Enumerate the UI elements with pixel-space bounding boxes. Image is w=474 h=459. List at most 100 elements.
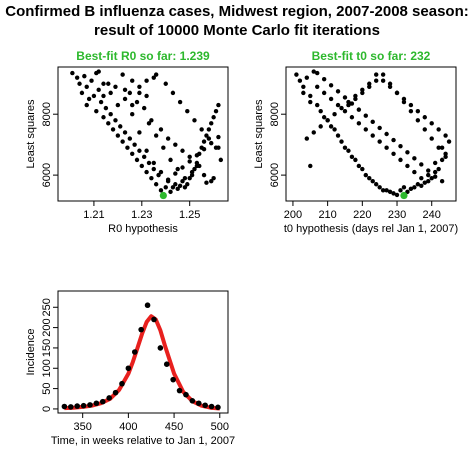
data-point bbox=[206, 136, 212, 141]
best-fit-point bbox=[159, 191, 167, 200]
data-point bbox=[405, 163, 410, 169]
data-point bbox=[153, 133, 159, 138]
data-point bbox=[318, 108, 323, 114]
x-axis-label: Time, in weeks relative to Jan 1, 2007 bbox=[51, 435, 235, 447]
data-point bbox=[96, 87, 101, 93]
data-point bbox=[185, 182, 190, 187]
data-point bbox=[192, 118, 197, 123]
data-point bbox=[419, 175, 424, 181]
data-point bbox=[412, 185, 417, 190]
data-point bbox=[122, 87, 128, 93]
data-point bbox=[415, 108, 421, 114]
y-tick-label: 100 bbox=[41, 359, 53, 377]
data-point bbox=[356, 107, 362, 112]
data-point bbox=[439, 145, 445, 150]
data-point bbox=[391, 191, 396, 196]
data-point bbox=[139, 163, 145, 169]
data-point bbox=[202, 402, 208, 409]
x-tick-label: 220 bbox=[353, 209, 371, 221]
data-point bbox=[89, 78, 94, 83]
data-point bbox=[304, 75, 310, 80]
data-point bbox=[156, 172, 161, 178]
data-point bbox=[308, 99, 313, 105]
data-point bbox=[151, 75, 156, 80]
data-point bbox=[394, 90, 400, 96]
data-point bbox=[349, 101, 355, 106]
data-point bbox=[405, 150, 410, 155]
page-title: Confirmed B influenza cases, Midwest reg… bbox=[0, 2, 474, 40]
x-tick-label: 210 bbox=[318, 209, 336, 221]
data-point bbox=[412, 156, 417, 161]
data-point bbox=[426, 179, 431, 184]
data-point bbox=[177, 183, 183, 188]
data-point bbox=[308, 93, 313, 99]
data-point bbox=[398, 157, 403, 163]
page-title-line2: result of 10000 Monte Carlo fit iteratio… bbox=[94, 22, 380, 39]
data-point bbox=[387, 84, 393, 89]
data-point bbox=[335, 133, 341, 138]
data-point bbox=[377, 139, 382, 144]
data-point bbox=[119, 380, 125, 387]
data-point bbox=[110, 127, 116, 132]
data-point bbox=[131, 349, 138, 355]
data-point bbox=[367, 84, 372, 89]
y-axis-label: Least squares bbox=[253, 99, 265, 169]
data-point bbox=[201, 147, 207, 152]
x-tick-label: 450 bbox=[165, 421, 183, 433]
data-point bbox=[349, 115, 355, 120]
data-point bbox=[209, 140, 214, 146]
data-point bbox=[130, 112, 135, 117]
x-tick-label: 200 bbox=[284, 209, 302, 221]
data-point bbox=[98, 99, 104, 105]
data-point bbox=[163, 185, 168, 190]
data-point bbox=[426, 172, 431, 178]
data-point bbox=[363, 113, 368, 118]
data-point bbox=[321, 115, 327, 120]
y-tick-label: 8000 bbox=[41, 102, 53, 126]
data-point bbox=[408, 102, 414, 108]
data-point bbox=[304, 136, 310, 141]
data-point bbox=[168, 157, 173, 163]
data-point bbox=[394, 192, 400, 198]
data-point bbox=[311, 69, 316, 74]
data-point bbox=[101, 81, 106, 86]
data-point bbox=[436, 166, 441, 172]
data-point bbox=[86, 96, 92, 102]
data-point bbox=[370, 133, 375, 138]
data-point bbox=[192, 166, 197, 172]
data-point bbox=[182, 175, 188, 181]
data-point bbox=[79, 90, 85, 96]
data-point bbox=[101, 93, 106, 99]
x-tick-label: 1.21 bbox=[83, 209, 104, 221]
data-point bbox=[367, 175, 372, 181]
data-point bbox=[144, 302, 151, 309]
data-point bbox=[146, 160, 152, 166]
data-point bbox=[391, 151, 396, 156]
panel-title: Best-fit R0 so far: 1.239 bbox=[76, 49, 210, 63]
data-point bbox=[204, 133, 209, 138]
data-point bbox=[84, 84, 89, 89]
data-point bbox=[144, 148, 149, 153]
data-point bbox=[216, 102, 221, 108]
data-point bbox=[363, 127, 368, 132]
data-point bbox=[77, 81, 82, 86]
data-point bbox=[94, 70, 99, 76]
data-point bbox=[144, 169, 149, 175]
data-point bbox=[137, 90, 142, 96]
data-point bbox=[419, 162, 424, 167]
data-point bbox=[380, 72, 386, 77]
x-tick-label: 400 bbox=[119, 421, 137, 433]
data-point bbox=[146, 121, 152, 126]
data-point bbox=[315, 70, 320, 76]
data-point bbox=[332, 127, 337, 132]
data-point bbox=[130, 151, 135, 156]
data-point bbox=[112, 389, 119, 396]
data-point bbox=[194, 160, 200, 166]
data-point bbox=[151, 160, 156, 166]
data-point bbox=[130, 78, 135, 83]
data-point bbox=[387, 81, 393, 86]
data-point bbox=[315, 84, 320, 89]
data-point bbox=[446, 139, 452, 144]
data-point bbox=[180, 165, 185, 170]
